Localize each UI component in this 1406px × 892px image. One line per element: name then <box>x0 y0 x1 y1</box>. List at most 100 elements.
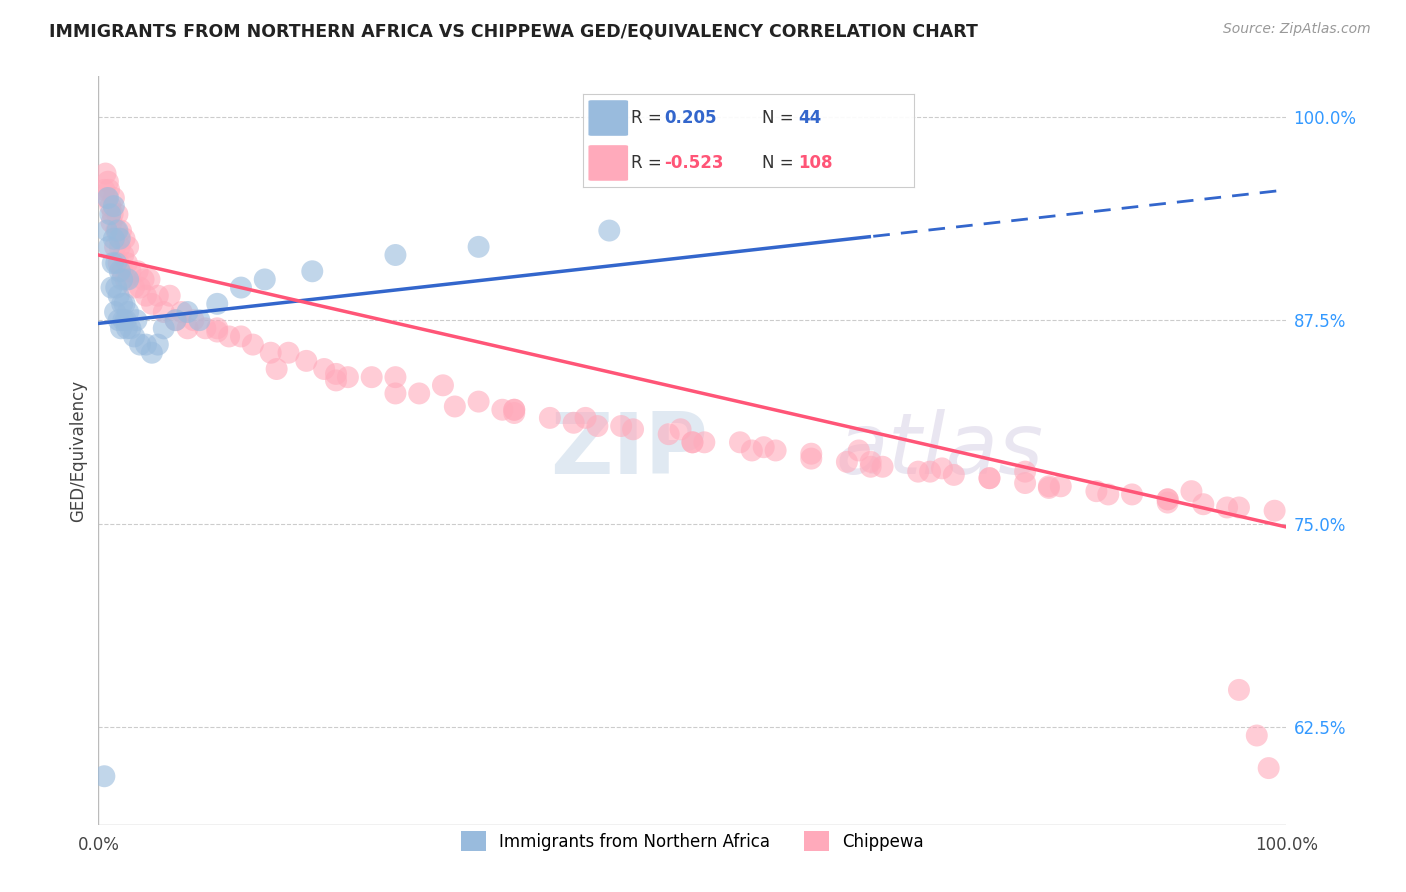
Point <box>117 305 139 319</box>
Point <box>132 272 155 286</box>
Point <box>621 422 644 436</box>
Point <box>360 370 382 384</box>
Point <box>111 264 134 278</box>
Text: 44: 44 <box>799 109 821 127</box>
Point <box>103 232 125 246</box>
Point <box>105 256 128 270</box>
Point <box>1264 504 1286 518</box>
Point <box>752 440 775 454</box>
Point <box>176 305 198 319</box>
Point <box>835 455 858 469</box>
Point <box>266 362 288 376</box>
Point <box>444 400 467 414</box>
Point <box>207 325 229 339</box>
Point <box>503 406 526 420</box>
Point <box>765 443 787 458</box>
Point <box>100 215 122 229</box>
Point <box>93 183 115 197</box>
Point <box>94 167 117 181</box>
Point <box>152 321 174 335</box>
Point <box>503 402 526 417</box>
Point <box>277 345 299 359</box>
Point <box>165 313 187 327</box>
Point <box>207 321 229 335</box>
Point <box>146 337 169 351</box>
Point <box>574 410 596 425</box>
Point <box>141 297 163 311</box>
Point <box>408 386 430 401</box>
Point <box>125 313 148 327</box>
Point <box>1156 492 1178 507</box>
Point <box>114 272 136 286</box>
FancyBboxPatch shape <box>589 100 628 136</box>
Point <box>491 402 513 417</box>
Point <box>538 410 561 425</box>
Point <box>176 321 198 335</box>
Point <box>108 264 131 278</box>
Point <box>129 280 152 294</box>
Point <box>741 443 763 458</box>
Point <box>159 289 181 303</box>
Text: 0.205: 0.205 <box>665 109 717 127</box>
Point <box>229 329 252 343</box>
Point <box>859 459 882 474</box>
Point <box>979 471 1001 485</box>
Point <box>384 248 406 262</box>
Text: R =: R = <box>631 109 668 127</box>
Point <box>141 345 163 359</box>
Point <box>122 280 145 294</box>
Point <box>112 313 135 327</box>
Point <box>135 337 157 351</box>
Point <box>1121 487 1143 501</box>
Point <box>859 455 882 469</box>
Point <box>96 191 118 205</box>
Point <box>107 207 129 221</box>
Point <box>503 402 526 417</box>
Point <box>872 459 894 474</box>
Point <box>114 313 136 327</box>
Point <box>129 337 152 351</box>
Point <box>115 321 138 335</box>
Point <box>1038 481 1060 495</box>
Point <box>658 427 681 442</box>
Point <box>100 280 122 294</box>
Point <box>103 199 125 213</box>
Point <box>110 223 132 237</box>
Point <box>108 232 131 246</box>
Point <box>610 419 633 434</box>
Point <box>295 354 318 368</box>
Point <box>138 272 160 286</box>
Point <box>1216 500 1239 515</box>
Point <box>562 416 585 430</box>
Point <box>325 373 347 387</box>
Point <box>586 419 609 434</box>
Point <box>384 370 406 384</box>
Point <box>107 256 129 270</box>
Point <box>681 435 703 450</box>
Point <box>114 297 136 311</box>
Point <box>229 280 252 294</box>
FancyBboxPatch shape <box>589 145 628 181</box>
Point <box>598 223 620 237</box>
Point <box>931 461 953 475</box>
Point <box>1085 484 1108 499</box>
Point <box>101 256 124 270</box>
Point <box>107 313 129 327</box>
Point <box>1192 497 1215 511</box>
Point <box>108 240 131 254</box>
Point <box>112 248 135 262</box>
Point <box>104 240 127 254</box>
Text: Source: ZipAtlas.com: Source: ZipAtlas.com <box>1223 22 1371 37</box>
Text: 108: 108 <box>799 154 832 172</box>
Point <box>1014 476 1036 491</box>
Point <box>314 362 336 376</box>
Point <box>98 240 121 254</box>
Text: R =: R = <box>631 154 668 172</box>
Point <box>800 447 823 461</box>
Point <box>336 370 359 384</box>
Point <box>800 451 823 466</box>
Point <box>105 280 128 294</box>
Point <box>384 386 406 401</box>
Point <box>848 443 870 458</box>
Point <box>135 289 157 303</box>
